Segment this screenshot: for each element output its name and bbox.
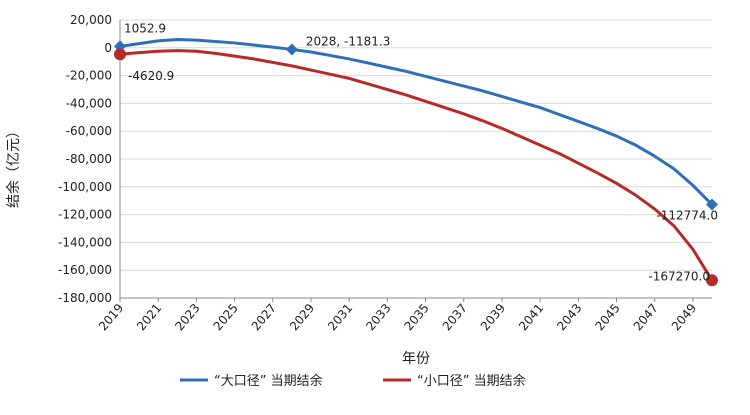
data-label: -112774.0 (656, 209, 718, 223)
series-line-1 (118, 49, 714, 282)
marker-circle (706, 274, 718, 287)
x-tick-label: 2031 (325, 301, 355, 333)
marker-diamond (706, 198, 718, 211)
y-tick-label: -100,000 (58, 180, 112, 194)
x-tick-label: 2025 (211, 301, 241, 333)
y-tick-label: -160,000 (58, 263, 112, 277)
y-tick-label: -120,000 (58, 208, 112, 222)
legend-label: “小口径” 当期结余 (417, 373, 526, 389)
y-tick-label: 20,000 (70, 13, 112, 27)
x-tick-label: 2029 (287, 301, 317, 333)
x-tick-label: 2047 (631, 301, 661, 333)
x-tick-label: 2049 (669, 301, 699, 333)
x-tick-label: 2021 (134, 301, 164, 333)
data-label: 2028, -1181.3 (306, 34, 391, 48)
marker-circle (114, 48, 126, 61)
axes: 20,000 0 -20,000 -40,000 -60,000 -80,000 -100,… (58, 13, 712, 333)
series-lines (118, 37, 714, 282)
y-tick-label: -40,000 (66, 96, 112, 110)
x-tick-label: 2019 (96, 301, 126, 333)
y-tick-label: -20,000 (66, 69, 112, 83)
x-tick-label: 2035 (401, 301, 431, 333)
y-tick-label: 0 (104, 41, 112, 55)
x-tick-label: 2043 (554, 301, 584, 333)
legend-label: “大口径” 当期结余 (214, 373, 323, 389)
y-tick-label: -80,000 (66, 152, 112, 166)
data-labels: 1052.9 2028, -1181.3 -112774.0 -4620.9 -1672… (124, 21, 718, 283)
x-tick-label: 2045 (592, 301, 622, 333)
x-axis-title: 年份 (402, 351, 430, 367)
gridlines (120, 19, 712, 299)
x-tick-label: 2033 (363, 301, 393, 333)
x-tick-label: 2027 (249, 301, 279, 333)
y-axis-title: 结余（亿元） (5, 124, 22, 208)
legend: “大口径” 当期结余 “小口径” 当期结余 (180, 373, 526, 389)
x-tick-label: 2041 (516, 301, 546, 333)
y-tick-label: -60,000 (66, 124, 112, 138)
x-tick-label: 2023 (172, 301, 202, 333)
data-markers (114, 40, 718, 287)
series-line-0 (118, 37, 714, 207)
y-tick-label: -140,000 (58, 235, 112, 249)
data-label: 1052.9 (124, 21, 166, 35)
marker-diamond (285, 43, 298, 56)
y-tick-label: -180,000 (58, 291, 112, 305)
x-tick-label: 2039 (478, 301, 508, 333)
data-label: -4620.9 (128, 69, 174, 83)
data-label: -167270.0 (648, 269, 710, 283)
x-tick-label: 2037 (440, 301, 470, 333)
